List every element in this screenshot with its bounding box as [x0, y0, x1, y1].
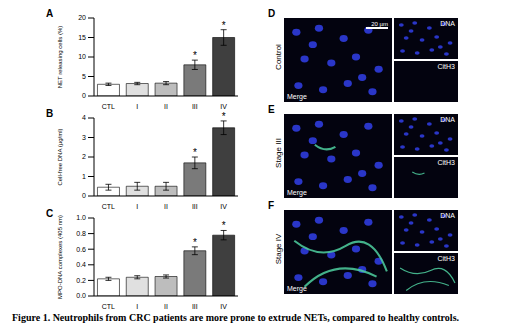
svg-text:I: I [136, 103, 138, 110]
svg-text:3: 3 [82, 134, 86, 141]
html-text:Figure 1. Neutrophils from CRC: Figure 1. Neutrophils from CRC patients … [12, 312, 459, 323]
svg-text:IV: IV [220, 103, 227, 110]
svg-text:2: 2 [82, 153, 86, 160]
svg-text:IV: IV [220, 303, 227, 310]
html-text:CitH3: CitH3 [437, 159, 455, 166]
html-text:F: F [268, 200, 275, 211]
html-text:B: B [46, 108, 54, 119]
html-text:Merge: Merge [287, 189, 307, 196]
svg-text:4: 4 [82, 114, 86, 121]
svg-text:III: III [192, 203, 198, 210]
html-text:D: D [268, 8, 276, 19]
svg-text:0.2: 0.2 [76, 277, 86, 284]
svg-text:I: I [136, 303, 138, 310]
html-text:CitH3: CitH3 [437, 255, 455, 262]
svg-text:10: 10 [78, 53, 86, 60]
html-text:20 µm: 20 µm [371, 21, 388, 27]
svg-text:II: II [164, 303, 168, 310]
svg-text:CTL: CTL [102, 203, 115, 210]
html-text:C: C [46, 208, 54, 219]
html-text:DNA: DNA [440, 116, 455, 123]
svg-text:*: * [193, 50, 197, 61]
svg-text:15: 15 [78, 34, 86, 41]
svg-text:*: * [222, 20, 226, 31]
svg-text:II: II [164, 103, 168, 110]
svg-text:1.0: 1.0 [76, 214, 86, 221]
svg-text:*: * [222, 220, 226, 231]
svg-text:MPO-DNA complexes (405 nm): MPO-DNA complexes (405 nm) [57, 215, 63, 299]
svg-text:CTL: CTL [102, 303, 115, 310]
svg-text:I: I [136, 203, 138, 210]
svg-text:III: III [192, 103, 198, 110]
svg-text:5: 5 [82, 73, 86, 80]
html-text:CitH3: CitH3 [437, 63, 455, 70]
svg-text:0: 0 [82, 192, 86, 199]
html-text:DNA: DNA [440, 20, 455, 27]
svg-text:0.4: 0.4 [76, 261, 86, 268]
html-text:DNA: DNA [440, 212, 455, 219]
svg-text:0.8: 0.8 [76, 230, 86, 237]
svg-text:II: II [164, 203, 168, 210]
svg-text:*: * [193, 237, 197, 248]
html-text:Stage IV: Stage IV [273, 233, 283, 265]
svg-text:20: 20 [78, 14, 86, 21]
html-text:Merge: Merge [287, 93, 307, 100]
html-text:E: E [268, 104, 275, 115]
html-text:A: A [46, 8, 54, 19]
svg-text:0.6: 0.6 [76, 246, 86, 253]
html-text:Control: Control [273, 44, 283, 70]
svg-text:0.0: 0.0 [76, 292, 86, 299]
svg-text:IV: IV [220, 203, 227, 210]
svg-text:NET releasing cells (%): NET releasing cells (%) [57, 26, 63, 89]
svg-text:1: 1 [82, 173, 86, 180]
html-text:Stage III: Stage III [273, 138, 283, 168]
svg-text:*: * [193, 147, 197, 158]
svg-text:*: * [222, 111, 226, 122]
svg-text:0: 0 [82, 92, 86, 99]
svg-text:CTL: CTL [102, 103, 115, 110]
svg-text:III: III [192, 303, 198, 310]
html-text:Merge: Merge [287, 285, 307, 292]
svg-text:Cell-free DNA (µg/ml): Cell-free DNA (µg/ml) [57, 128, 63, 185]
